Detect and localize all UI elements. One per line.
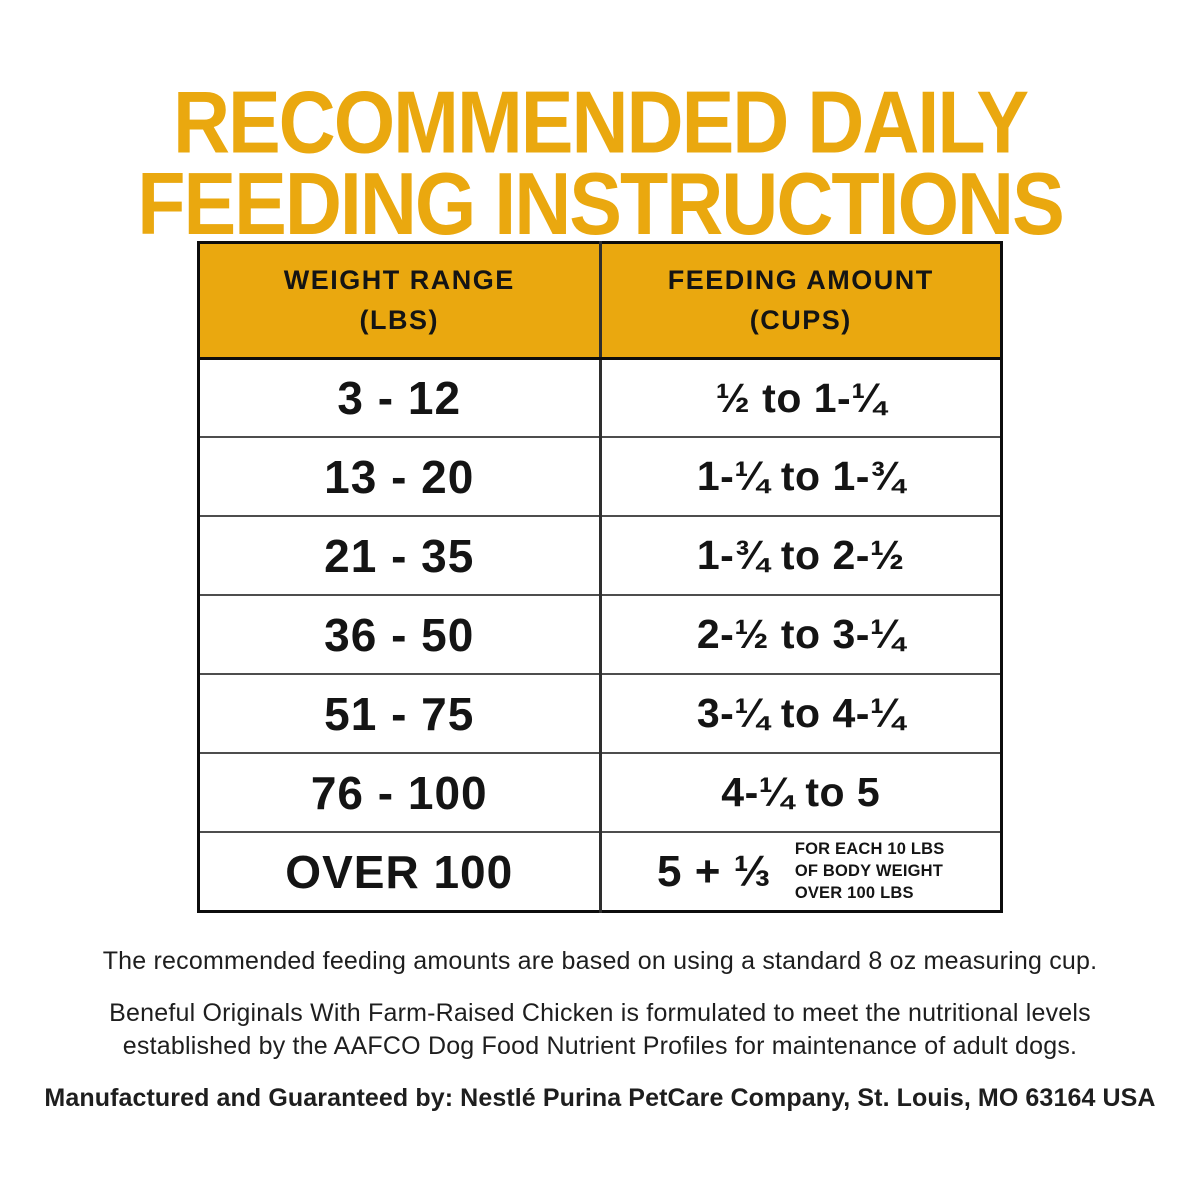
weight-cell: 3 - 12 [337,372,462,425]
table-row: 21 - 35 1-¾ to 2-½ [198,515,1002,596]
weight-cell: 21 - 35 [198,515,600,596]
weight-cell: 51 - 75 [198,673,600,754]
weight-cell: 13 - 20 [198,436,600,517]
col-header-amount-line1: FEEDING AMOUNT [667,264,934,295]
amount-cell: 1-¼ to 1-¾ [598,436,1002,517]
amount-note-line1: FOR EACH 10 LBS [794,840,945,859]
page-title: RECOMMENDED DAILY FEEDING INSTRUCTIONS [0,0,1200,254]
feeding-table-header: WEIGHT RANGE (LBS) FEEDING AMOUNT (CUPS) [198,242,1002,360]
amount-note-line2: OF BODY WEIGHT [794,861,944,880]
measuring-cup-note: The recommended feeding amounts are base… [102,946,1098,975]
col-header-feeding-amount: FEEDING AMOUNT (CUPS) [598,242,1002,360]
feeding-table: WEIGHT RANGE (LBS) FEEDING AMOUNT (CUPS)… [197,240,1003,913]
amount-cell: 3-¼ to 4-¼ [598,673,1002,754]
table-row: 3 - 12 ½ to 1-¼ [199,358,1002,438]
col-header-weight-range: WEIGHT RANGE (LBS) [198,242,600,360]
aafco-statement: Beneful Originals With Farm-Raised Chick… [109,999,1091,1060]
amount-cell: ½ to 1-¼ [598,358,1002,438]
page-title-line1: RECOMMENDED DAILY [172,71,1029,172]
table-row: 76 - 100 4-¼ to 5 [198,752,1002,833]
weight-cell: 76 - 100 [198,752,600,833]
table-row-over-100: OVER 100 5 + ⅓ FOR EACH 10 LBS OF BODY W… [198,831,1002,912]
table-row: 51 - 75 3-¼ to 4-¼ [198,673,1002,754]
amount-note: FOR EACH 10 LBS OF BODY WEIGHT OVER 100 … [795,839,945,904]
col-header-amount-line2: (CUPS) [749,305,852,336]
col-header-weight-line1: WEIGHT RANGE [283,264,515,295]
table-row: 36 - 50 2-½ to 3-¼ [198,594,1002,675]
footer-notes: The recommended feeding amounts are base… [0,945,1200,1115]
amount-complex: 5 + ⅓ FOR EACH 10 LBS OF BODY WEIGHT OVE… [603,839,1000,904]
feeding-table-body: 3 - 12 ½ to 1-¼ 13 - 20 1-¼ to 1-¾ 21 - … [198,358,1002,912]
amount-value: 5 + ⅓ [657,846,771,896]
weight-cell: 36 - 50 [198,594,600,675]
weight-cell: OVER 100 [198,831,600,912]
manufacturer-line: Manufactured and Guaranteed by: Nestlé P… [44,1084,1156,1113]
amount-cell: 4-¼ to 5 [598,752,1002,833]
amount-cell-with-note: 5 + ⅓ FOR EACH 10 LBS OF BODY WEIGHT OVE… [598,831,1002,912]
amount-cell: 2-½ to 3-¼ [598,594,1002,675]
header-row: WEIGHT RANGE (LBS) FEEDING AMOUNT (CUPS) [198,242,1002,360]
page-title-line2: FEEDING INSTRUCTIONS [137,153,1065,254]
col-header-weight-line2: (LBS) [359,305,439,336]
table-row: 13 - 20 1-¼ to 1-¾ [198,436,1002,517]
amount-cell: 1-¾ to 2-½ [598,515,1002,596]
amount-note-line3: OVER 100 LBS [794,883,914,902]
